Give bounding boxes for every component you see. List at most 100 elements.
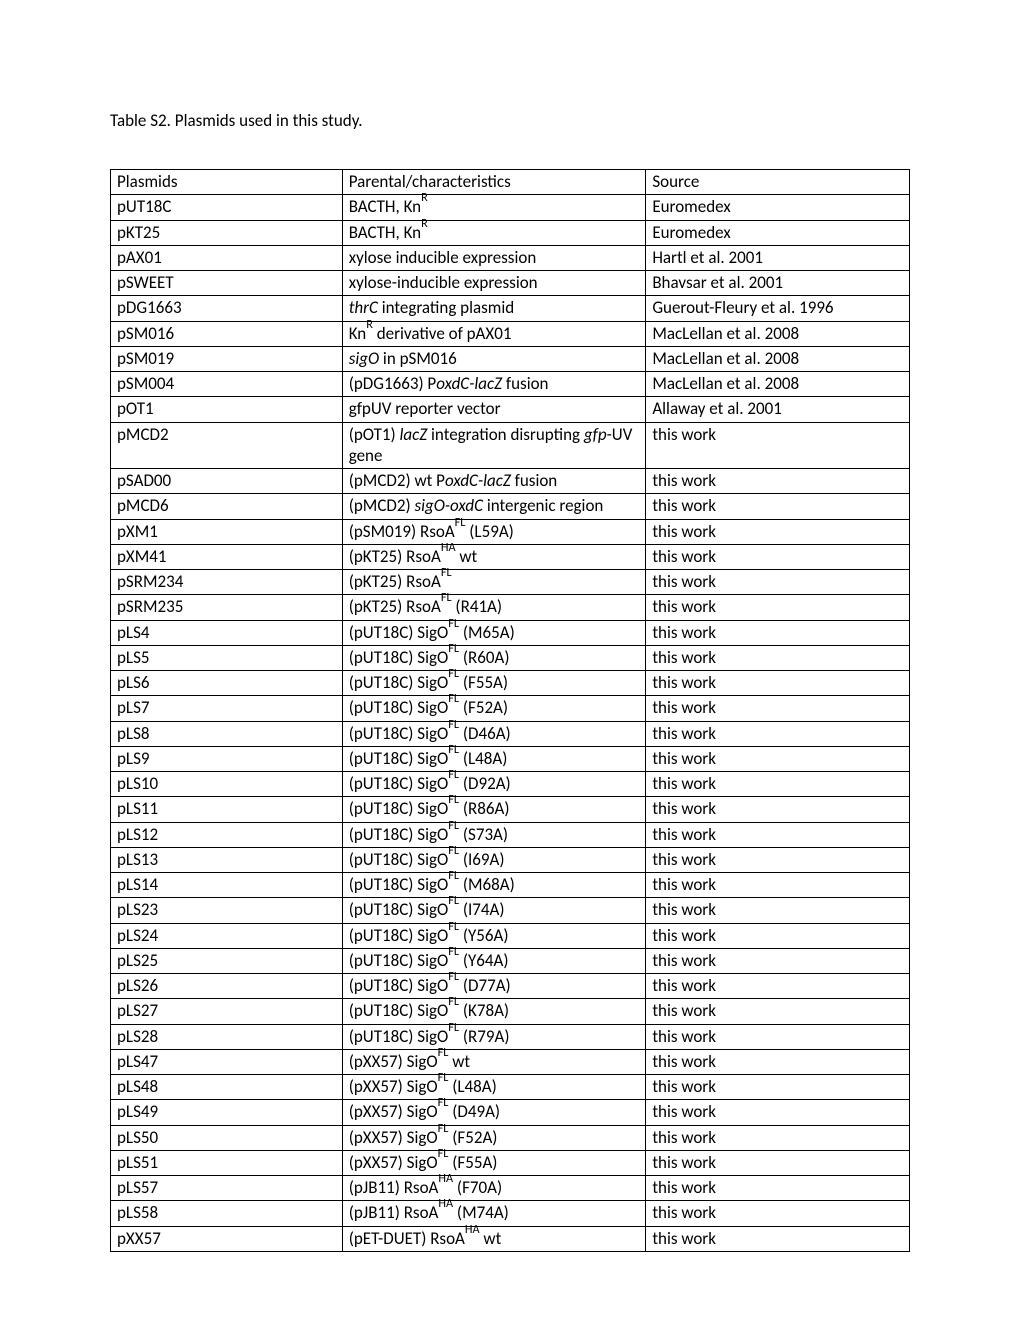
cell-characteristics: KnR derivative of pAX01: [342, 321, 646, 346]
page: Table S2. Plasmids used in this study. P…: [0, 0, 1020, 1292]
cell-plasmid: pSRM234: [111, 570, 343, 595]
table-row: pXX57(pET-DUET) RsoAHA wtthis work: [111, 1226, 910, 1251]
col-header-characteristics: Parental/characteristics: [342, 170, 646, 195]
cell-characteristics: (pUT18C) SigOFL (D77A): [342, 974, 646, 999]
cell-source: MacLellan et al. 2008: [646, 346, 910, 371]
cell-characteristics: (pUT18C) SigOFL (S73A): [342, 822, 646, 847]
table-row: pSRM235(pKT25) RsoAFL (R41A)this work: [111, 595, 910, 620]
table-row: pLS23(pUT18C) SigOFL (I74A)this work: [111, 898, 910, 923]
cell-plasmid: pLS48: [111, 1075, 343, 1100]
cell-characteristics: (pUT18C) SigOFL (Y64A): [342, 948, 646, 973]
cell-plasmid: pLS58: [111, 1201, 343, 1226]
table-row: pOT1gfpUV reporter vectorAllaway et al. …: [111, 397, 910, 422]
cell-source: this work: [646, 1125, 910, 1150]
table-row: pSRM234(pKT25) RsoAFLthis work: [111, 570, 910, 595]
cell-plasmid: pXM1: [111, 519, 343, 544]
table-row: pLS49(pXX57) SigOFL (D49A)this work: [111, 1100, 910, 1125]
cell-plasmid: pLS51: [111, 1150, 343, 1175]
cell-plasmid: pLS23: [111, 898, 343, 923]
cell-source: this work: [646, 1024, 910, 1049]
cell-characteristics: (pUT18C) SigOFL (F55A): [342, 671, 646, 696]
cell-source: Euromedex: [646, 195, 910, 220]
cell-plasmid: pLS14: [111, 873, 343, 898]
table-row: pSM016KnR derivative of pAX01MacLellan e…: [111, 321, 910, 346]
cell-source: this work: [646, 873, 910, 898]
cell-plasmid: pLS6: [111, 671, 343, 696]
cell-plasmid: pLS57: [111, 1176, 343, 1201]
table-row: pSWEETxylose-inducible expressionBhavsar…: [111, 271, 910, 296]
cell-plasmid: pLS7: [111, 696, 343, 721]
table-row: pLS14(pUT18C) SigOFL (M68A)this work: [111, 873, 910, 898]
cell-source: this work: [646, 570, 910, 595]
table-row: pSAD00(pMCD2) wt PoxdC-lacZ fusionthis w…: [111, 469, 910, 494]
table-row: pUT18CBACTH, KnREuromedex: [111, 195, 910, 220]
table-row: pLS27(pUT18C) SigOFL (K78A)this work: [111, 999, 910, 1024]
cell-source: this work: [646, 999, 910, 1024]
cell-source: this work: [646, 544, 910, 569]
cell-source: this work: [646, 1075, 910, 1100]
table-row: pLS58(pJB11) RsoAHA (M74A)this work: [111, 1201, 910, 1226]
cell-plasmid: pLS5: [111, 645, 343, 670]
cell-source: this work: [646, 671, 910, 696]
table-row: pLS47(pXX57) SigOFL wtthis work: [111, 1049, 910, 1074]
cell-source: Bhavsar et al. 2001: [646, 271, 910, 296]
table-row: pDG1663thrC integrating plasmidGuerout-F…: [111, 296, 910, 321]
cell-characteristics: (pUT18C) SigOFL (R86A): [342, 797, 646, 822]
table-row: pLS24(pUT18C) SigOFL (Y56A)this work: [111, 923, 910, 948]
cell-characteristics: (pUT18C) SigOFL (R79A): [342, 1024, 646, 1049]
cell-characteristics: (pMCD2) sigO-oxdC intergenic region: [342, 494, 646, 519]
table-row: pMCD2(pOT1) lacZ integration disrupting …: [111, 422, 910, 469]
cell-source: this work: [646, 847, 910, 872]
table-row: pLS10(pUT18C) SigOFL (D92A)this work: [111, 772, 910, 797]
table-row: pLS9(pUT18C) SigOFL (L48A)this work: [111, 746, 910, 771]
cell-characteristics: (pUT18C) SigOFL (K78A): [342, 999, 646, 1024]
cell-plasmid: pLS28: [111, 1024, 343, 1049]
cell-source: this work: [646, 974, 910, 999]
table-row: pLS25(pUT18C) SigOFL (Y64A)this work: [111, 948, 910, 973]
col-header-plasmids: Plasmids: [111, 170, 343, 195]
table-row: pMCD6(pMCD2) sigO-oxdC intergenic region…: [111, 494, 910, 519]
cell-source: this work: [646, 948, 910, 973]
cell-characteristics: (pUT18C) SigOFL (I74A): [342, 898, 646, 923]
cell-plasmid: pLS13: [111, 847, 343, 872]
cell-source: this work: [646, 1150, 910, 1175]
table-row: pAX01xylose inducible expressionHartl et…: [111, 245, 910, 270]
table-row: pXM41(pKT25) RsoAHA wtthis work: [111, 544, 910, 569]
table-row: pLS28(pUT18C) SigOFL (R79A)this work: [111, 1024, 910, 1049]
cell-source: this work: [646, 1049, 910, 1074]
cell-characteristics: sigO in pSM016: [342, 346, 646, 371]
cell-characteristics: (pET-DUET) RsoAHA wt: [342, 1226, 646, 1251]
cell-plasmid: pSM016: [111, 321, 343, 346]
col-header-source: Source: [646, 170, 910, 195]
cell-plasmid: pDG1663: [111, 296, 343, 321]
cell-characteristics: (pKT25) RsoAFL: [342, 570, 646, 595]
table-row: pLS12(pUT18C) SigOFL (S73A)this work: [111, 822, 910, 847]
cell-source: this work: [646, 1201, 910, 1226]
cell-plasmid: pLS11: [111, 797, 343, 822]
table-row: pLS57(pJB11) RsoAHA (F70A)this work: [111, 1176, 910, 1201]
table-row: pLS7(pUT18C) SigOFL (F52A)this work: [111, 696, 910, 721]
cell-source: Guerout-Fleury et al. 1996: [646, 296, 910, 321]
table-row: pKT25BACTH, KnREuromedex: [111, 220, 910, 245]
cell-characteristics: BACTH, KnR: [342, 220, 646, 245]
cell-characteristics: xylose-inducible expression: [342, 271, 646, 296]
cell-characteristics: (pXX57) SigOFL (L48A): [342, 1075, 646, 1100]
cell-plasmid: pOT1: [111, 397, 343, 422]
cell-characteristics: (pOT1) lacZ integration disrupting gfp-U…: [342, 422, 646, 469]
cell-characteristics: (pXX57) SigOFL (F52A): [342, 1125, 646, 1150]
cell-source: this work: [646, 620, 910, 645]
table-header-row: Plasmids Parental/characteristics Source: [111, 170, 910, 195]
table-row: pLS50(pXX57) SigOFL (F52A)this work: [111, 1125, 910, 1150]
cell-characteristics: (pXX57) SigOFL (D49A): [342, 1100, 646, 1125]
cell-plasmid: pLS4: [111, 620, 343, 645]
cell-source: this work: [646, 772, 910, 797]
cell-plasmid: pSRM235: [111, 595, 343, 620]
cell-characteristics: (pXX57) SigOFL wt: [342, 1049, 646, 1074]
cell-plasmid: pLS12: [111, 822, 343, 847]
cell-plasmid: pLS25: [111, 948, 343, 973]
cell-plasmid: pSAD00: [111, 469, 343, 494]
cell-source: this work: [646, 822, 910, 847]
cell-source: this work: [646, 1100, 910, 1125]
cell-source: this work: [646, 1176, 910, 1201]
cell-characteristics: (pUT18C) SigOFL (R60A): [342, 645, 646, 670]
